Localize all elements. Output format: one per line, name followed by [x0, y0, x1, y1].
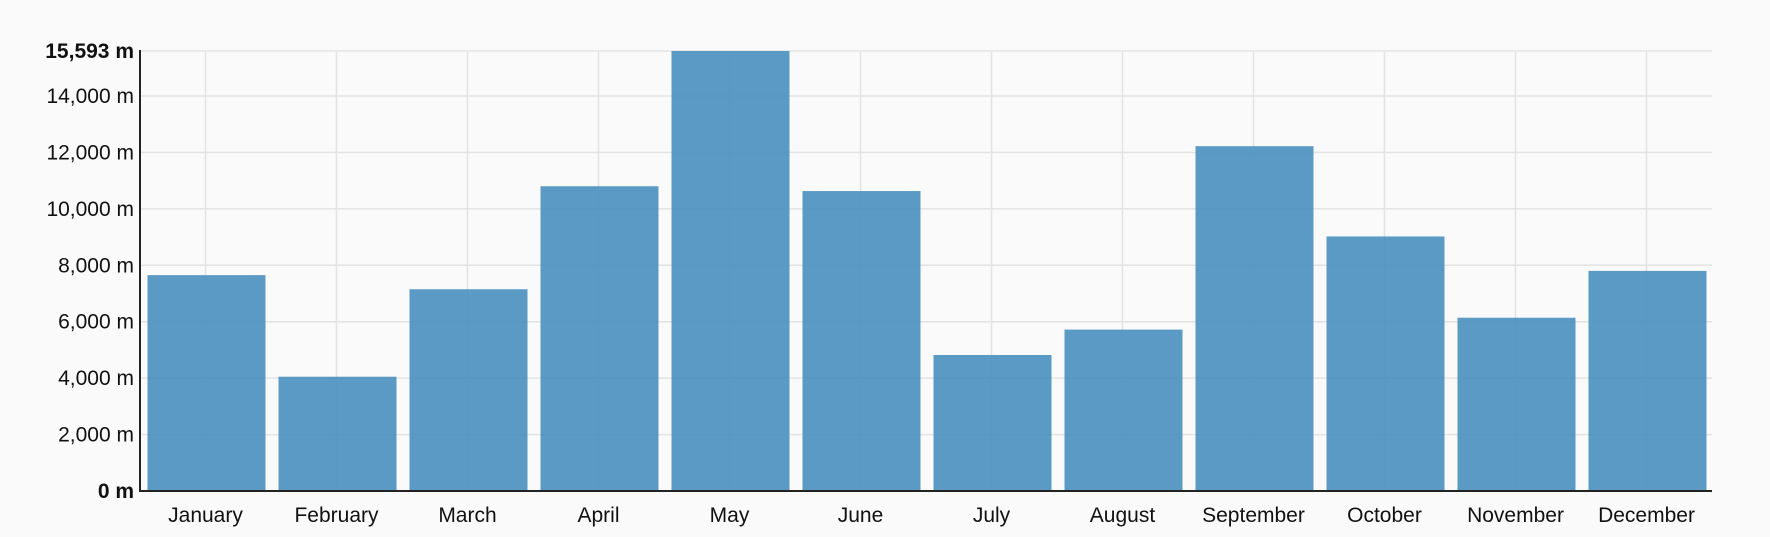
axis-layer [139, 50, 1712, 492]
x-tick-label: July [973, 504, 1011, 527]
x-tick-label: October [1347, 504, 1422, 527]
bar-september [1195, 146, 1314, 492]
bar-october [1326, 236, 1445, 491]
bar-december [1588, 270, 1707, 491]
y-tick-label: 0 m [98, 480, 134, 503]
x-tick-label: November [1467, 504, 1564, 527]
x-tick-labels: January February March April May June July Augu… [168, 504, 1695, 527]
y-tick-label: 4,000 m [58, 367, 134, 390]
bar-march [409, 289, 528, 491]
y-tick-labels: 0 m 2,000 m 4,000 m 6,000 m 8,000 m 10,000 m 1… [45, 40, 134, 503]
y-tick-label: 8,000 m [58, 254, 134, 277]
bar-november [1457, 317, 1576, 491]
x-tick-label: June [838, 504, 884, 527]
bar-august [1064, 329, 1183, 491]
bar-layer [147, 51, 1707, 492]
bar-april [540, 186, 659, 491]
x-tick-label: September [1202, 504, 1305, 527]
y-tick-label: 14,000 m [46, 85, 134, 108]
x-tick-label: December [1598, 504, 1695, 527]
y-tick-label: 2,000 m [58, 424, 134, 447]
y-tick-label: 15,593 m [45, 40, 134, 63]
x-tick-label: May [710, 504, 750, 527]
x-tick-label: February [294, 504, 379, 527]
x-tick-label: April [577, 504, 619, 527]
x-tick-label: March [438, 504, 496, 527]
bar-february [278, 376, 397, 491]
x-tick-label: January [168, 504, 243, 527]
bar-january [147, 275, 266, 491]
bar-june [802, 191, 921, 491]
y-tick-label: 6,000 m [58, 311, 134, 334]
bar-may [671, 51, 790, 491]
x-tick-label: August [1090, 504, 1156, 527]
y-tick-label: 10,000 m [46, 198, 134, 221]
y-tick-label: 12,000 m [46, 141, 134, 164]
bar-july [933, 354, 1052, 491]
